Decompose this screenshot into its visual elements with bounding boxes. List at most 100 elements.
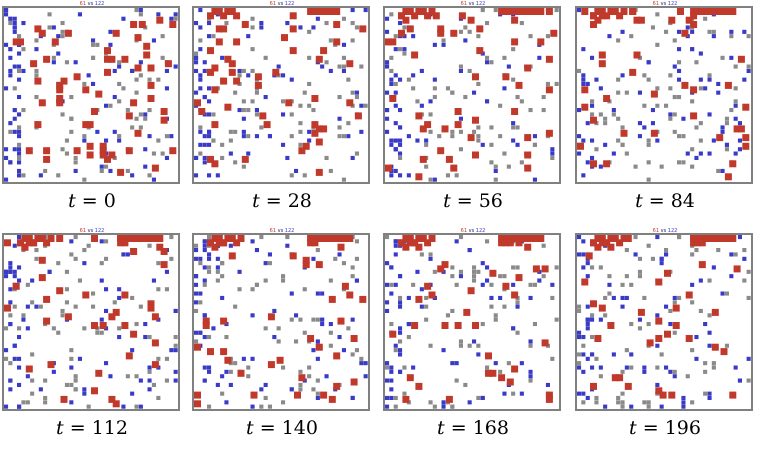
gray-site (250, 68, 255, 73)
blue-agent (581, 77, 586, 82)
red-agent (424, 239, 432, 247)
gray-site (655, 86, 660, 91)
gray-site (82, 326, 87, 331)
red-agent (228, 235, 236, 242)
gray-site (21, 313, 26, 318)
gray-site (746, 64, 751, 69)
blue-agent (537, 278, 542, 283)
blue-agent (202, 313, 207, 318)
blue-agent (250, 356, 255, 361)
red-agent (346, 99, 354, 107)
lattice-frame (192, 233, 370, 411)
blue-agent (173, 64, 178, 69)
gray-site (263, 278, 268, 283)
red-agent (333, 8, 341, 15)
caption-variable: t (56, 417, 64, 439)
red-agent (60, 77, 68, 85)
blue-agent (194, 55, 199, 60)
gray-site (724, 291, 729, 296)
blue-agent (17, 129, 22, 134)
red-agent (38, 29, 46, 37)
red-agent (12, 282, 20, 290)
red-agent (598, 8, 606, 15)
red-agent (545, 395, 553, 403)
red-agent (211, 160, 219, 168)
gray-site (73, 387, 78, 392)
gray-site (69, 356, 74, 361)
gray-site (138, 73, 143, 78)
red-agent (160, 108, 168, 115)
red-agent (285, 99, 293, 107)
blue-agent (307, 138, 312, 143)
gray-site (108, 103, 113, 108)
blue-agent (82, 261, 87, 266)
gray-site (281, 99, 286, 104)
gray-site (476, 125, 481, 130)
gray-site (498, 103, 503, 108)
gray-site (25, 400, 30, 405)
red-agent (138, 21, 146, 28)
gray-site (281, 400, 286, 405)
blue-agent (690, 47, 695, 52)
blue-agent (598, 86, 603, 91)
gray-site (121, 86, 126, 91)
blue-agent (590, 352, 595, 357)
gray-site (311, 317, 316, 322)
blue-agent (729, 274, 734, 279)
gray-site (616, 400, 621, 405)
blue-agent (528, 295, 533, 300)
gray-site (359, 356, 364, 361)
gray-site (480, 322, 485, 327)
blue-agent (350, 395, 355, 400)
gray-site (458, 269, 463, 274)
red-agent (160, 261, 168, 269)
blue-agent (130, 68, 135, 73)
red-agent (43, 239, 51, 247)
red-agent (315, 235, 323, 242)
red-agent (194, 400, 201, 408)
blue-agent (532, 177, 537, 182)
blue-agent (164, 68, 169, 73)
blue-agent (250, 404, 255, 409)
gray-site (694, 248, 699, 253)
gray-site (502, 151, 507, 156)
red-agent (694, 235, 702, 242)
gray-site (134, 116, 139, 121)
gray-site (224, 21, 229, 26)
gray-site (720, 55, 725, 60)
blue-agent (241, 356, 246, 361)
blue-agent (607, 34, 612, 39)
gray-site (541, 108, 546, 113)
caption-equals: = (450, 190, 479, 212)
blue-agent (51, 369, 56, 374)
panel-header: 61 vs 122 (0, 229, 184, 234)
gray-site (672, 300, 677, 305)
gray-site (147, 108, 152, 113)
gray-site (616, 90, 621, 95)
red-agent (333, 21, 341, 28)
red-agent (125, 235, 133, 242)
red-agent (402, 395, 410, 403)
blue-agent (393, 252, 398, 257)
gray-site (8, 129, 13, 134)
gray-site (47, 12, 52, 17)
blue-agent (607, 282, 612, 287)
gray-site (307, 365, 312, 370)
blue-agent (8, 269, 13, 274)
red-agent (207, 47, 214, 55)
red-agent (207, 348, 214, 356)
blue-agent (254, 134, 259, 139)
gray-site (151, 151, 156, 156)
gray-site (554, 81, 559, 86)
blue-agent (194, 291, 199, 296)
gray-site (703, 369, 708, 374)
gray-site (458, 235, 463, 240)
red-agent (328, 235, 336, 242)
gray-site (620, 404, 625, 409)
gray-site (324, 155, 329, 160)
red-agent (333, 352, 341, 360)
gray-site (302, 287, 307, 292)
gray-site (30, 391, 35, 396)
blue-agent (581, 335, 586, 340)
red-agent (402, 235, 410, 242)
